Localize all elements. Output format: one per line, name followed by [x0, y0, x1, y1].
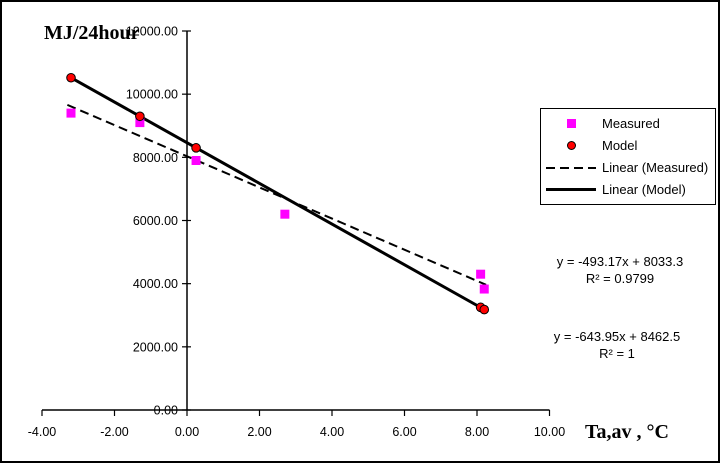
x-tick-label: -2.00 — [100, 425, 129, 439]
equation-measured-formula: y = -493.17x + 8033.3 — [556, 254, 684, 269]
legend-item-model: Model — [541, 134, 715, 156]
equation-model: y = -643.95x + 8462.5 R² = 1 — [532, 328, 702, 362]
legend-item-linear-measured: Linear (Measured) — [541, 157, 715, 179]
y-tick-label: 12000.00 — [126, 25, 178, 39]
legend-sample — [546, 118, 596, 128]
point-model — [191, 143, 201, 153]
trendline-solid — [70, 76, 485, 311]
point-measured — [476, 269, 486, 279]
legend-label-linear-model: Linear (Model) — [602, 182, 686, 198]
y-tick-label: 6000.00 — [133, 214, 178, 228]
x-tick-label: 2.00 — [247, 425, 271, 439]
point-measured — [66, 108, 76, 118]
legend-label-measured: Measured — [602, 115, 660, 131]
legend-item-measured: Measured — [541, 112, 715, 134]
y-tick-label: 2000.00 — [133, 340, 178, 354]
legend-sample — [546, 166, 596, 169]
legend-sample — [546, 140, 596, 150]
x-tick-label: -4.00 — [28, 425, 57, 439]
y-tick-label: 8000.00 — [133, 151, 178, 165]
legend: Measured Model Linear (Measured) Linear … — [540, 108, 716, 205]
dashed-line-icon — [546, 166, 596, 169]
point-model — [479, 304, 490, 315]
equation-measured: y = -493.17x + 8033.3 R² = 0.9799 — [535, 253, 705, 287]
equation-measured-r2: R² = 0.9799 — [585, 271, 655, 286]
equation-model-formula: y = -643.95x + 8462.5 — [553, 329, 681, 344]
point-measured — [135, 118, 145, 128]
equation-model-r2: R² = 1 — [599, 346, 635, 361]
point-measured — [280, 209, 290, 219]
x-tick-label: 10.00 — [534, 425, 565, 439]
y-tick-label: 10000.00 — [126, 88, 178, 102]
point-model — [135, 111, 145, 122]
y-tick-label: 4000.00 — [133, 277, 178, 291]
solid-line-icon — [546, 188, 596, 192]
point-measured — [191, 155, 201, 165]
y-axis-title: MJ/24hour — [44, 22, 140, 44]
legend-item-linear-model: Linear (Model) — [541, 179, 715, 201]
x-tick-label: 6.00 — [392, 425, 416, 439]
point-measured — [479, 284, 489, 294]
model-circle-icon — [566, 140, 576, 150]
x-tick-label: 4.00 — [320, 425, 344, 439]
legend-label-model: Model — [602, 137, 638, 153]
y-tick-label: 0.00 — [154, 404, 178, 418]
trendline-dashed — [66, 103, 487, 286]
legend-sample — [546, 188, 596, 192]
x-tick-label: 8.00 — [465, 425, 489, 439]
point-model — [66, 72, 76, 83]
legend-label-linear-measured: Linear (Measured) — [602, 160, 709, 176]
x-tick-label: 0.00 — [175, 425, 199, 439]
x-axis-title: Ta,av , °C — [585, 421, 669, 443]
measured-square-icon — [566, 118, 576, 128]
